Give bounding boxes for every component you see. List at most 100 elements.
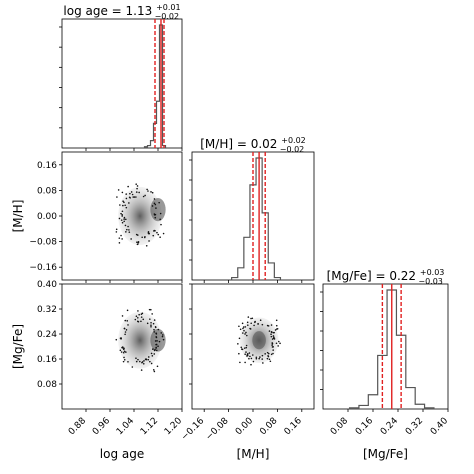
scatter-point [271, 344, 273, 346]
x-axis-label-1: [M/H] [237, 447, 270, 461]
scatter-point [275, 319, 278, 322]
scatter-point [267, 352, 270, 355]
scatter-point [149, 318, 151, 320]
scatter-point [271, 346, 274, 348]
scatter-point [135, 183, 137, 185]
scatter-point [268, 358, 271, 361]
scatter-point [135, 191, 138, 193]
scatter-point [153, 319, 156, 321]
scatter-point [251, 354, 254, 356]
scatter-point [244, 353, 246, 356]
scatter-point [119, 204, 121, 206]
scatter-point [120, 234, 122, 237]
scatter-point [116, 196, 118, 198]
scatter-point [238, 337, 241, 340]
scatter-point [141, 236, 143, 239]
scatter-point [157, 345, 159, 348]
title-upper-error: +0.02 [281, 136, 306, 145]
scatter-point [270, 353, 273, 356]
title-value: [Mg/Fe] = 0.22 [327, 269, 420, 283]
y-tick-label: 0.08 [37, 186, 57, 196]
x-tick-label: 0.32 [404, 416, 425, 437]
scatter-point [255, 356, 258, 359]
scatter-point [136, 317, 139, 319]
title-lower-error: −0.03 [418, 277, 443, 286]
scatter-point [244, 326, 247, 328]
scatter-point [138, 360, 141, 363]
scatter-point [127, 360, 129, 363]
scatter-point [121, 191, 124, 194]
scatter-point [122, 348, 125, 351]
x-ticks-2-0: 0.88 0.96 1.04 1.12 1.20 [67, 409, 184, 437]
x-ticks-0-0 [85, 148, 183, 151]
scatter-point [245, 351, 247, 353]
scatter-point [138, 191, 140, 194]
scatter-point [123, 327, 126, 330]
scatter-point [239, 361, 241, 364]
y-axis-labels: [M/H] [Mg/Fe] [11, 200, 25, 369]
histogram-1 [231, 157, 282, 280]
scatter-point [251, 317, 254, 320]
hist-panel-0 [59, 18, 183, 149]
scatter-point [242, 332, 244, 334]
scatter-point [150, 191, 152, 193]
scatter-point [136, 187, 138, 190]
scatter-point [272, 349, 274, 351]
scatter-point [275, 324, 278, 327]
scatter-point [240, 348, 243, 350]
scatter-point [150, 325, 152, 328]
scatter-point [153, 202, 156, 205]
scatter-point [279, 342, 281, 345]
scatter-point [135, 315, 138, 318]
scatter-point [126, 320, 129, 322]
scatter-point [160, 332, 163, 334]
scatter-point [142, 362, 145, 365]
scatter-point [141, 361, 143, 364]
scatter-point [137, 320, 140, 323]
scatter-point [123, 358, 126, 361]
scatter-point [267, 354, 269, 357]
scatter-point [145, 358, 147, 361]
x-ticks-1-0 [85, 280, 183, 283]
scatter-point [237, 343, 239, 345]
panel-titles: log age = 1.13 +0.01 −0.02[M/H] = 0.02 +0… [63, 3, 444, 286]
scatter-point [153, 370, 156, 373]
scatter-points [237, 316, 281, 366]
x-ticks-2-2: 0.08 0.16 0.24 0.32 0.40 [329, 409, 450, 437]
scatter-point [270, 331, 273, 334]
scatter-point [246, 321, 249, 324]
scatter-point [115, 228, 118, 231]
scatter-point [130, 238, 132, 240]
scatter-point [242, 326, 245, 328]
scatter-point [156, 231, 158, 234]
scatter-point [155, 336, 158, 338]
scatter-point [245, 344, 248, 347]
scatter-point [124, 319, 127, 322]
scatter-point [246, 324, 249, 326]
scatter-point [249, 327, 251, 330]
scatter-point [267, 325, 270, 327]
panel-title-0: log age = 1.13 +0.01 −0.02 [63, 3, 180, 21]
scatter-point [142, 195, 145, 198]
scatter-point [124, 204, 126, 207]
y-tick-label: 0.32 [37, 305, 57, 315]
scatter-point [158, 340, 161, 343]
scatter-point [156, 340, 158, 342]
scatter-point [123, 218, 125, 220]
scatter-point [125, 329, 128, 331]
scatter-point [250, 363, 252, 366]
scatter-point [254, 320, 256, 323]
scatter-points [115, 308, 165, 373]
scatter-point [247, 316, 250, 318]
scatter-point [275, 342, 278, 345]
scatter-point [125, 193, 128, 195]
scatter-point [244, 333, 246, 335]
scatter-point [240, 346, 243, 349]
scatter-point [258, 357, 260, 360]
title-upper-error: +0.03 [420, 268, 445, 277]
scatter-point [151, 313, 153, 315]
scatter-point [122, 360, 125, 363]
scatter-point [266, 357, 269, 360]
x-tick-label: 0.96 [91, 416, 112, 437]
